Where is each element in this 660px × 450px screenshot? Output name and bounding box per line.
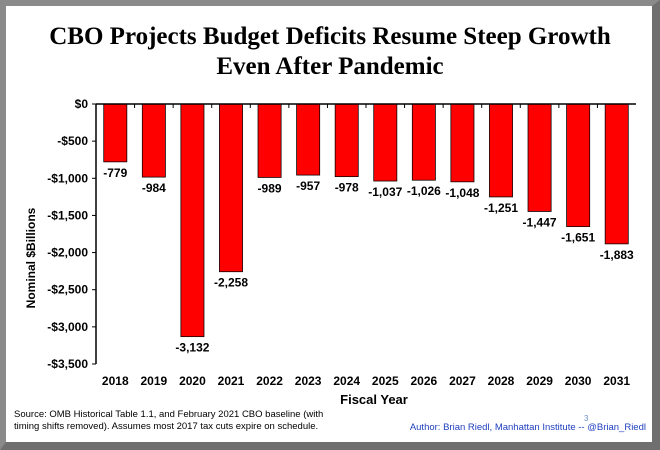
y-tick-label: -$3,000	[47, 320, 88, 334]
bar-value-label: -1,651	[561, 231, 595, 245]
bar	[566, 103, 591, 228]
source-line-2: timing shifts removed). Assumes most 201…	[14, 421, 319, 432]
bar-value-label: -3,132	[175, 341, 209, 355]
x-tick-label: 2031	[603, 374, 630, 388]
chart-title-line-1: CBO Projects Budget Deficits Resume Stee…	[49, 23, 611, 50]
bar	[334, 103, 359, 178]
x-tick-label: 2020	[179, 374, 206, 388]
axes-group: $0 -$500 -$1,000 -$1,500 -$2,000 -$2,500 -$3,0…	[47, 97, 636, 388]
bar	[489, 103, 513, 198]
source-note: Source: OMB Historical Table 1.1, and Fe…	[14, 409, 359, 433]
bar	[103, 103, 128, 163]
page-number: 3	[584, 414, 589, 423]
bar-value-label: -984	[142, 181, 166, 195]
y-tick-label: -$3,500	[47, 357, 88, 371]
x-tick-label: 2024	[333, 374, 360, 388]
bar	[527, 103, 552, 212]
y-tick-label: $0	[75, 97, 89, 111]
chart-title: CBO Projects Budget Deficits Resume Stee…	[0, 22, 660, 82]
y-tick-label: -$1,500	[47, 208, 88, 222]
bar	[180, 103, 205, 338]
bar	[141, 103, 166, 178]
bar-value-label: -1,251	[484, 201, 518, 215]
bar-value-label: -779	[103, 166, 127, 180]
bar	[296, 103, 321, 176]
y-axis-title: Nominal $Billions	[24, 207, 38, 308]
bar-value-label: -978	[335, 181, 359, 195]
bar	[373, 103, 398, 182]
y-tick-label: -$1,000	[47, 171, 88, 185]
x-tick-label: 2019	[141, 374, 168, 388]
y-tick-label: -$2,500	[47, 283, 88, 297]
x-tick-label: 2029	[526, 374, 553, 388]
bar-value-label: -1,447	[523, 215, 557, 229]
y-tick-label: -$2,000	[47, 246, 88, 260]
chart-title-line-2: Even After Pandemic	[216, 53, 444, 80]
bar-value-label: -1,037	[368, 185, 402, 199]
bar-value-label: -989	[258, 181, 282, 195]
bar-value-label: -1,048	[445, 186, 479, 200]
x-tick-label: 2028	[488, 374, 515, 388]
x-tick-label: 2018	[102, 374, 129, 388]
bar	[411, 103, 436, 181]
x-tick-label: 2022	[256, 374, 283, 388]
x-tick-label: 2023	[295, 374, 322, 388]
bar-value-label: -957	[296, 179, 320, 193]
x-tick-label: 2027	[449, 374, 476, 388]
y-tick-label: -$500	[57, 134, 88, 148]
bar	[219, 103, 243, 273]
x-tick-label: 2026	[411, 374, 438, 388]
x-axis-title: Fiscal Year	[340, 392, 408, 407]
bar	[450, 103, 475, 183]
author-credit: Author: Brian Riedl, Manhattan Institute…	[409, 422, 646, 433]
bars-group: -779 -984 -3,132 -2,258 -989 -957 -978 -1,037 -1…	[103, 103, 634, 355]
source-line-1: Source: OMB Historical Table 1.1, and Fe…	[14, 409, 324, 420]
bar	[604, 103, 629, 245]
x-tick-label: 2025	[372, 374, 399, 388]
bar-value-label: -1,026	[407, 184, 441, 198]
bar-value-label: -1,883	[600, 248, 634, 262]
bar-value-label: -2,258	[214, 276, 248, 290]
x-tick-label: 2030	[565, 374, 592, 388]
x-tick-label: 2021	[218, 374, 245, 388]
bar	[257, 103, 282, 178]
